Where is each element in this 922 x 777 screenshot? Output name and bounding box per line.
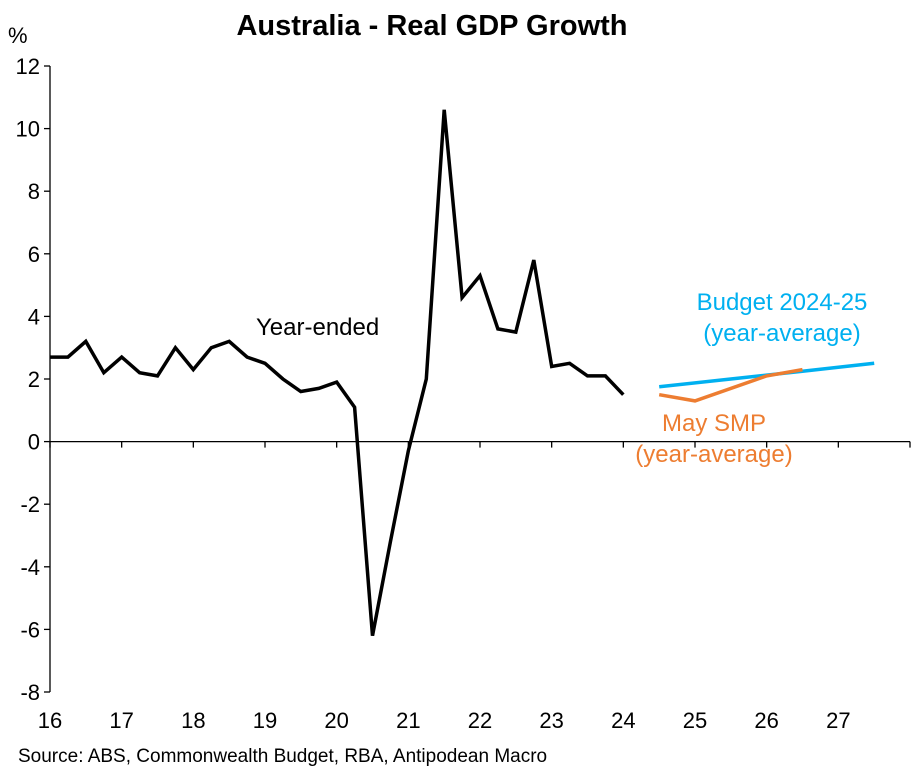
x-tick-label: 26: [754, 708, 778, 733]
x-tick-label: 17: [109, 708, 133, 733]
x-tick-label: 27: [826, 708, 850, 733]
annotation-smp-line1: May SMP: [662, 410, 766, 437]
chart-area: Australia - Real GDP Growth % 121086420-…: [8, 10, 911, 733]
x-tick-label: 21: [396, 708, 420, 733]
source-note: Source: ABS, Commonwealth Budget, RBA, A…: [18, 746, 548, 767]
series-lines: [50, 109, 875, 637]
y-tick-label: -6: [20, 617, 40, 642]
annotation-year-ended: Year-ended: [256, 314, 379, 341]
x-tick-label: 18: [181, 708, 205, 733]
y-tick-label: 12: [16, 54, 40, 79]
x-axis: 16 17 18 19 20 21 22 23 24 25 26 27: [38, 440, 911, 733]
series-line-year-ended: [50, 109, 625, 637]
y-tick-label: -4: [20, 555, 40, 580]
y-tick-label: -2: [20, 492, 40, 517]
y-tick-label: 8: [28, 179, 40, 204]
x-tick-label: 25: [683, 708, 707, 733]
chart-title: Australia - Real GDP Growth: [236, 10, 627, 42]
y-tick-label: 6: [28, 242, 40, 267]
y-tick-label: 0: [28, 430, 40, 455]
y-axis: 12 10 8 6 4 2 0 -2 -4 -6 -8: [16, 54, 51, 705]
x-tick-label: 20: [324, 708, 348, 733]
annotation-budget-line2: (year-average): [703, 320, 860, 347]
x-tick-label: 19: [253, 708, 277, 733]
annotation-budget-line1: Budget 2024-25: [697, 289, 868, 316]
y-tick-label: 2: [28, 367, 40, 392]
x-tick-label: 23: [539, 708, 563, 733]
x-tick-label: 24: [611, 708, 635, 733]
series-line-may-smp: [658, 367, 803, 403]
y-tick-label: 4: [28, 304, 40, 329]
y-tick-label: -8: [20, 680, 40, 705]
x-tick-label: 16: [38, 708, 62, 733]
annotation-smp-line2: (year-average): [635, 441, 792, 468]
y-tick-label: 10: [16, 117, 40, 142]
x-tick-label: 22: [468, 708, 492, 733]
y-axis-unit-label: %: [8, 23, 28, 48]
